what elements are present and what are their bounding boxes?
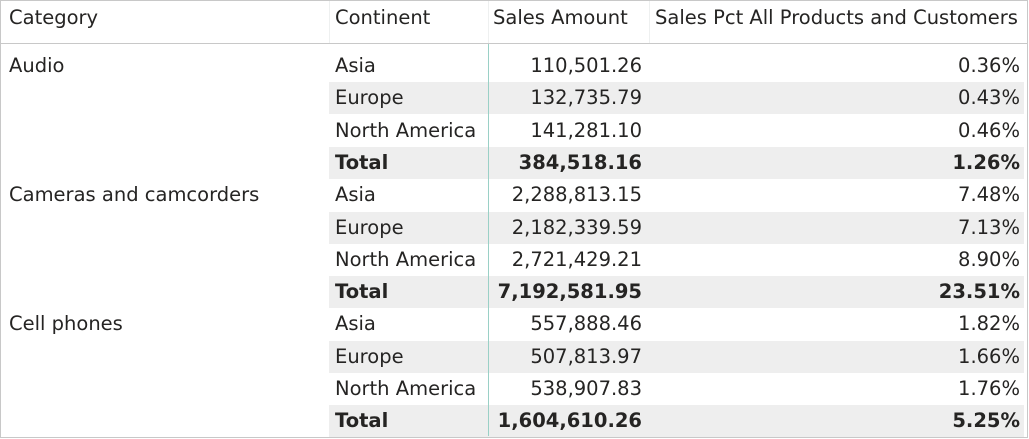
sales-amount-cell: 141,281.10 xyxy=(530,118,642,142)
table-row: Europe 507,813.97 1.66% xyxy=(1,341,1027,373)
sales-pct-cell: 0.46% xyxy=(958,118,1020,142)
header-divider xyxy=(649,1,650,43)
sales-amount-cell: 110,501.26 xyxy=(530,54,642,77)
sales-amount-cell: 132,735.79 xyxy=(530,86,642,110)
table-row: North America 141,281.10 0.46% xyxy=(1,115,1027,147)
header-category[interactable]: Category xyxy=(9,6,99,29)
subtotal-label[interactable]: Total xyxy=(335,280,389,304)
sales-pct-cell: 5.25% xyxy=(952,409,1020,433)
continent-cell[interactable]: North America xyxy=(335,247,477,271)
header-continent[interactable]: Continent xyxy=(335,6,431,29)
row-stripe xyxy=(329,405,1024,438)
continent-cell[interactable]: Asia xyxy=(335,183,376,207)
category-label[interactable]: Cell phones xyxy=(9,312,123,336)
category-label[interactable]: Audio xyxy=(9,54,65,77)
sales-amount-cell: 507,813.97 xyxy=(530,344,642,368)
sales-amount-cell: 538,907.83 xyxy=(530,377,642,400)
sales-amount-cell: 557,888.46 xyxy=(530,312,642,336)
header-sales-pct[interactable]: Sales Pct All Products and Customers xyxy=(655,6,1018,29)
sales-pct-cell: 23.51% xyxy=(938,280,1020,304)
sales-amount-cell: 7,192,581.95 xyxy=(497,280,642,304)
sales-amount-cell: 2,288,813.15 xyxy=(511,183,642,207)
sales-pct-cell: 7.48% xyxy=(958,183,1020,207)
continent-cell[interactable]: North America xyxy=(335,377,477,400)
sales-amount-cell: 1,604,610.26 xyxy=(497,409,642,433)
sales-pct-cell: 1.76% xyxy=(958,377,1020,400)
table-row: North America 2,721,429.21 8.90% xyxy=(1,244,1027,276)
continent-cell[interactable]: Europe xyxy=(335,86,404,110)
column-header-row: Category Continent Sales Amount Sales Pc… xyxy=(1,1,1027,44)
row-stripe xyxy=(329,276,1024,309)
sales-pct-cell: 1.82% xyxy=(958,312,1020,336)
continent-cell[interactable]: Europe xyxy=(335,215,404,239)
subtotal-row: Total 1,604,610.26 5.25% xyxy=(1,405,1027,437)
header-sales-amount[interactable]: Sales Amount xyxy=(493,6,628,29)
table-row: North America 538,907.83 1.76% xyxy=(1,373,1027,405)
table-row: Europe 2,182,339.59 7.13% xyxy=(1,212,1027,244)
continent-cell[interactable]: Asia xyxy=(335,54,376,77)
subtotal-label[interactable]: Total xyxy=(335,150,389,174)
subtotal-label[interactable]: Total xyxy=(335,409,389,433)
subtotal-row: Total 384,518.16 1.26% xyxy=(1,147,1027,179)
row-stripe xyxy=(329,340,1024,373)
continent-cell[interactable]: Asia xyxy=(335,312,376,336)
sales-pct-cell: 0.36% xyxy=(958,54,1020,77)
continent-cell[interactable]: Europe xyxy=(335,344,404,368)
sales-amount-cell: 384,518.16 xyxy=(518,150,642,174)
subtotal-row: Total 7,192,581.95 23.51% xyxy=(1,276,1027,308)
table-row: Asia 2,288,813.15 7.48% xyxy=(1,179,1027,211)
header-divider xyxy=(329,1,330,43)
continent-cell[interactable]: North America xyxy=(335,118,477,142)
table-row: Asia 557,888.46 1.82% xyxy=(1,308,1027,340)
sales-pct-cell: 1.66% xyxy=(958,344,1020,368)
row-header-divider xyxy=(488,44,489,436)
sales-pct-cell: 0.43% xyxy=(958,86,1020,110)
sales-pct-cell: 1.26% xyxy=(952,150,1020,174)
header-divider xyxy=(488,1,489,43)
sales-amount-cell: 2,721,429.21 xyxy=(511,247,642,271)
row-stripe xyxy=(329,211,1024,244)
row-stripe xyxy=(329,146,1024,179)
sales-pct-cell: 7.13% xyxy=(958,215,1020,239)
sales-pct-cell: 8.90% xyxy=(958,247,1020,271)
row-stripe xyxy=(329,82,1024,115)
table-row: Europe 132,735.79 0.43% xyxy=(1,82,1027,114)
table-row: Asia 110,501.26 0.36% xyxy=(1,50,1027,82)
category-label[interactable]: Cameras and camcorders xyxy=(9,183,260,207)
sales-amount-cell: 2,182,339.59 xyxy=(511,215,642,239)
